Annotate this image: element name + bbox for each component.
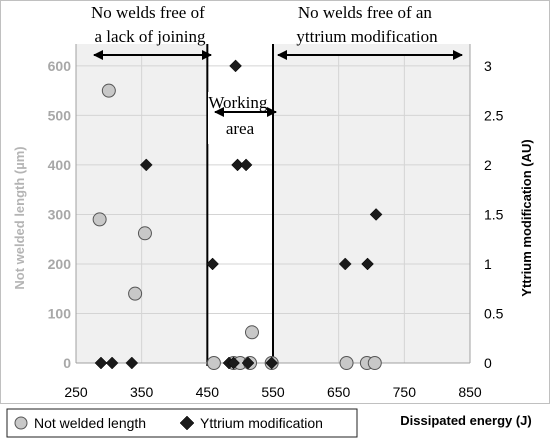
y-right-tick-label: 0 bbox=[484, 355, 492, 371]
y-left-tick-label: 0 bbox=[63, 355, 71, 371]
data-point-yttrium-modification bbox=[369, 208, 383, 221]
x-tick-label: 750 bbox=[393, 384, 417, 400]
data-point-yttrium-modification bbox=[229, 59, 242, 73]
data-points bbox=[92, 59, 383, 370]
working-area-label-bg bbox=[208, 92, 272, 144]
data-point-yttrium-modification bbox=[206, 257, 219, 271]
right-region-annotation: No welds free of an yttrium modification bbox=[296, 3, 438, 46]
y-right-tick-label: 1 bbox=[484, 256, 492, 272]
data-point-yttrium-modification bbox=[265, 356, 279, 370]
data-point-not-welded-length bbox=[101, 83, 116, 98]
data-point-yttrium-modification bbox=[105, 356, 119, 370]
legend-diamond-marker bbox=[179, 415, 195, 431]
x-tick-label: 850 bbox=[458, 384, 482, 400]
x-tick-label: 550 bbox=[261, 384, 285, 400]
left-region-annotation: No welds free of a lack of joining bbox=[91, 3, 209, 46]
data-point-yttrium-modification bbox=[361, 257, 374, 271]
data-point-yttrium-modification bbox=[94, 356, 108, 370]
data-point-not-welded-length bbox=[244, 325, 259, 340]
data-point-yttrium-modification bbox=[227, 356, 240, 370]
y-left-tick-label: 500 bbox=[48, 107, 72, 123]
data-point-yttrium-modification bbox=[338, 257, 352, 271]
data-point-not-welded-length bbox=[92, 212, 107, 227]
shaded-region-1 bbox=[273, 44, 470, 363]
x-tick-label: 650 bbox=[327, 384, 351, 400]
y-right-tick-label: 1.5 bbox=[484, 206, 504, 222]
data-point-yttrium-modification bbox=[125, 356, 139, 370]
data-point-yttrium-modification bbox=[239, 158, 253, 172]
y-left-tick-label: 300 bbox=[48, 206, 72, 222]
legend-label-yttrium-modification: Yttrium modification bbox=[200, 415, 323, 431]
x-axis-title: Dissipated energy (J) bbox=[400, 413, 532, 428]
y-right-axis-title: Yttrium modification (AU) bbox=[519, 139, 534, 296]
x-tick-label: 450 bbox=[196, 384, 220, 400]
data-point-not-welded-length bbox=[367, 356, 382, 370]
x-tick-label: 350 bbox=[130, 384, 154, 400]
x-tick-label: 250 bbox=[64, 384, 88, 400]
data-point-yttrium-modification bbox=[231, 158, 244, 172]
legend-label-not-welded-length: Not welded length bbox=[34, 415, 146, 431]
data-point-not-welded-length bbox=[339, 356, 354, 370]
y-right-tick-label: 2 bbox=[484, 157, 492, 173]
y-left-tick-label: 200 bbox=[48, 256, 72, 272]
legend-circle-marker bbox=[14, 416, 28, 430]
data-point-yttrium-modification bbox=[241, 356, 255, 370]
y-left-tick-label: 100 bbox=[48, 305, 72, 321]
y-left-tick-label: 400 bbox=[48, 157, 72, 173]
y-left-tick-label: 600 bbox=[48, 58, 72, 74]
y-left-axis-title: Not welded length (µm) bbox=[12, 146, 27, 289]
data-point-not-welded-length bbox=[137, 226, 152, 241]
y-right-tick-label: 3 bbox=[484, 58, 492, 74]
data-point-yttrium-modification bbox=[139, 158, 153, 172]
data-point-not-welded-length bbox=[128, 286, 143, 301]
data-point-not-welded-length bbox=[206, 356, 221, 370]
legend: Not welded length Yttrium modification bbox=[6, 408, 358, 438]
y-right-tick-label: 2.5 bbox=[484, 107, 504, 123]
working-area-annotation: Working area bbox=[208, 93, 271, 138]
region-borders bbox=[206, 44, 274, 366]
y-right-tick-label: 0.5 bbox=[484, 305, 504, 321]
